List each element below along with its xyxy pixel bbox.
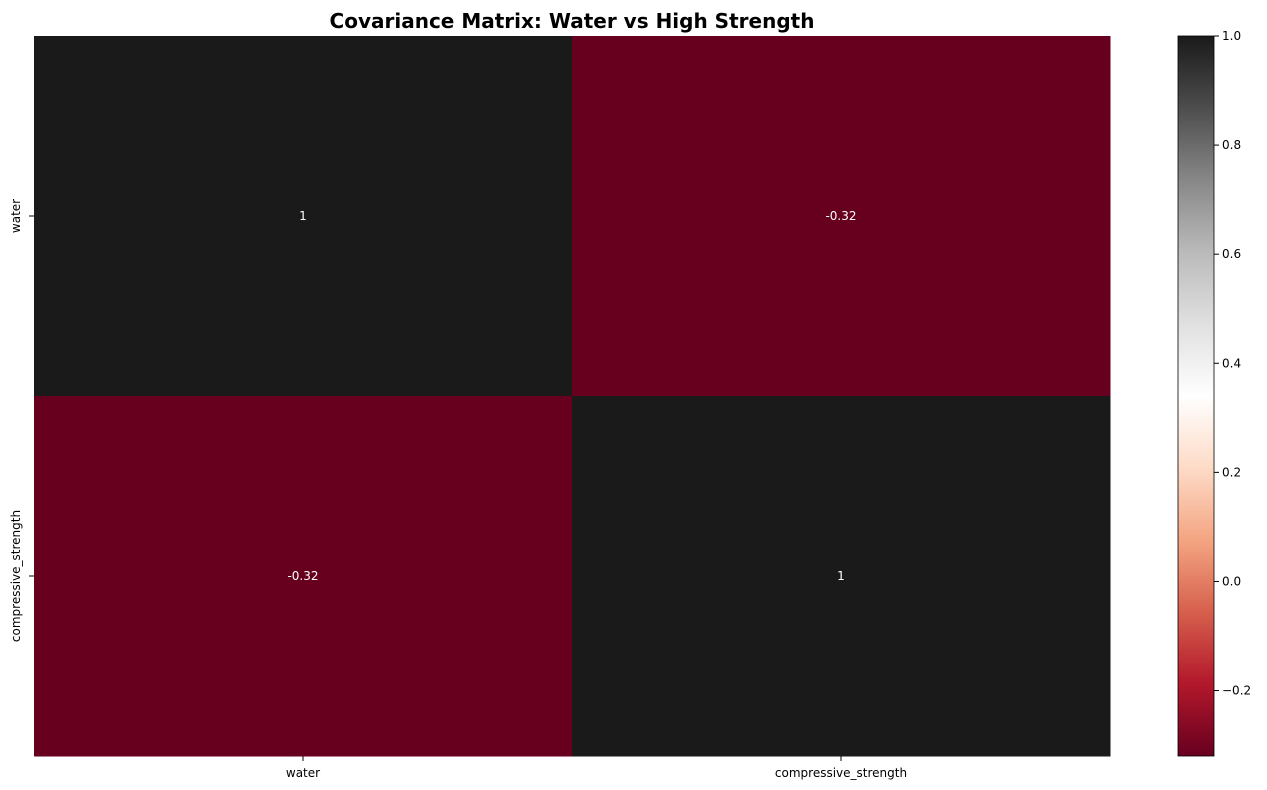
colorbar-tick-label: 1.0	[1222, 29, 1241, 43]
heatmap-cell-water-compressive_strength	[572, 36, 1111, 397]
x-axis: water compressive_strength	[286, 756, 907, 780]
cell-value-label: -0.32	[287, 569, 318, 583]
colorbar-gradient	[1178, 36, 1214, 756]
colorbar-tick-label: 0.6	[1222, 247, 1241, 261]
y-tick-label: water	[9, 199, 23, 233]
cell-value-label: 1	[837, 569, 845, 583]
colorbar-tick-label: 0.4	[1222, 356, 1241, 370]
colorbar-outline	[1177, 35, 1215, 757]
colorbar-tick-label: 0.0	[1222, 574, 1241, 588]
cell-value-label: 1	[299, 209, 307, 223]
heatmap-cell-compressive_strength-compressive_strength	[572, 396, 1111, 757]
colorbar-tick-label: 0.8	[1222, 138, 1241, 152]
y-tick-label: compressive_strength	[9, 510, 23, 642]
heatmap-cell-water-water	[34, 36, 573, 397]
colorbar: −0.2 0.0 0.2 0.4 0.6 0.8 1.0	[1177, 29, 1251, 757]
x-tick-label: compressive_strength	[775, 766, 907, 780]
heatmap-cell-compressive_strength-water	[34, 396, 573, 757]
chart-title: Covariance Matrix: Water vs High Strengt…	[330, 9, 815, 33]
y-axis: water compressive_strength	[9, 199, 34, 642]
colorbar-tick-label: 0.2	[1222, 465, 1241, 479]
heatmap-cells: 1 -0.32 -0.32 1	[34, 36, 1111, 757]
x-tick-label: water	[286, 766, 320, 780]
colorbar-tick-label: −0.2	[1222, 684, 1251, 698]
cell-value-label: -0.32	[825, 209, 856, 223]
